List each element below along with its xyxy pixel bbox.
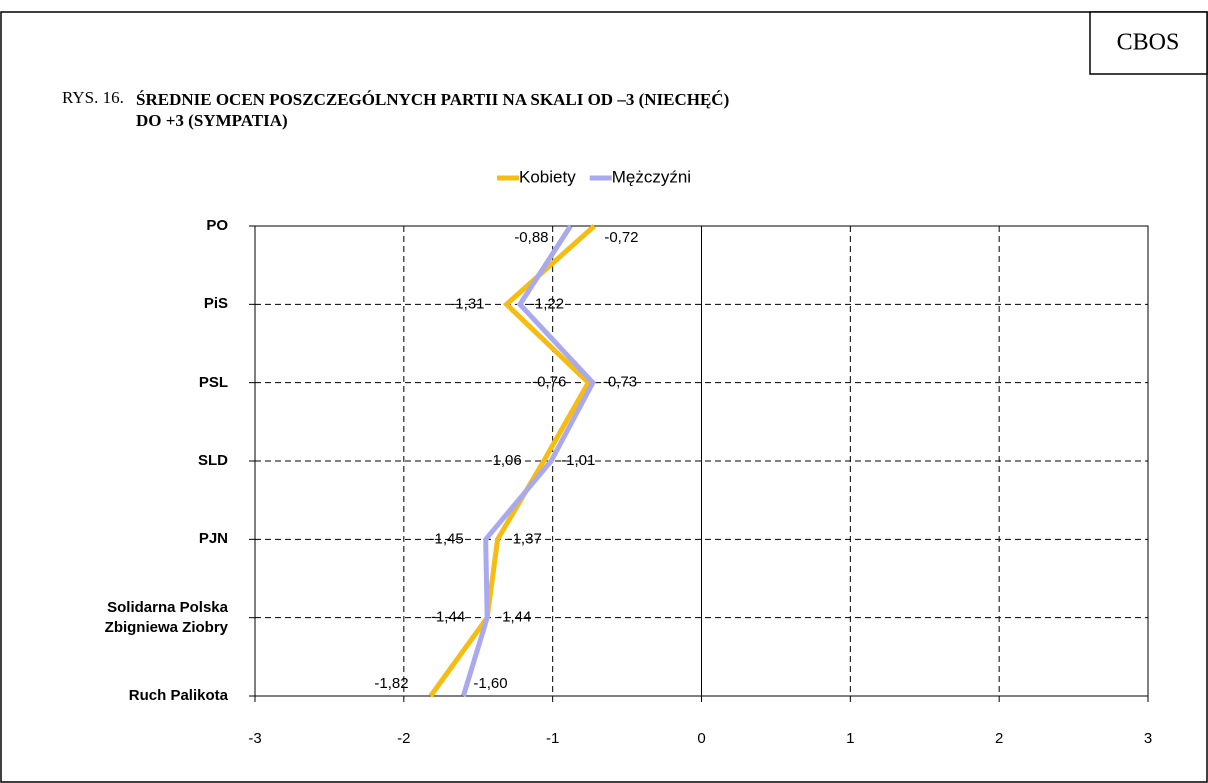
x-tick-label: -2 — [397, 730, 410, 747]
source-box — [1089, 11, 1208, 75]
value-label: -0,73 — [603, 374, 637, 391]
source: CBOS — [1117, 30, 1180, 56]
value-label: -1,37 — [508, 530, 542, 547]
frame — [0, 11, 1208, 783]
value-label: -1,60 — [473, 675, 507, 692]
value-label: -1,01 — [561, 452, 595, 469]
value-label: -1,45 — [429, 530, 463, 547]
value-label: -1,31 — [450, 295, 484, 312]
x-tick-label: -1 — [546, 730, 559, 747]
series-line — [460, 224, 596, 697]
value-label: -0,72 — [604, 229, 638, 246]
y-tick-label: PO — [206, 217, 228, 234]
value-label: -0,88 — [514, 229, 548, 246]
y-tick-label: Ruch Palikota — [128, 687, 228, 704]
value-label: -1,22 — [530, 295, 564, 312]
value-label: -1,06 — [488, 452, 522, 469]
value-label: -1,44 — [497, 609, 531, 626]
figure-label: RYS. 16. — [62, 88, 124, 107]
x-tick-label: 1 — [846, 730, 854, 747]
y-tick-label: PiS — [203, 295, 228, 313]
x-tick-label: 0 — [697, 730, 705, 747]
y-tick-label: SLD — [198, 452, 228, 469]
value-label: -1,82 — [374, 675, 408, 692]
y-tick-label: PJN — [198, 530, 228, 548]
y-tick-label: PSL — [198, 373, 228, 391]
legend-label: Mężczyźni — [612, 167, 691, 186]
x-tick-label: 2 — [995, 730, 1003, 747]
value-label: -0,76 — [532, 374, 566, 391]
x-tick-label: 3 — [1144, 730, 1152, 747]
value-label: -1,44 — [431, 609, 465, 626]
legend-label: Kobiety — [519, 167, 576, 186]
y-tick-label: Solidarna Polska Zbigniewa Ziobry — [104, 598, 228, 636]
x-tick-label: -3 — [248, 730, 261, 747]
chart-title: ŚREDNIE OCEN POSZCZEGÓLNYCH PARTII NA SK… — [136, 90, 730, 130]
